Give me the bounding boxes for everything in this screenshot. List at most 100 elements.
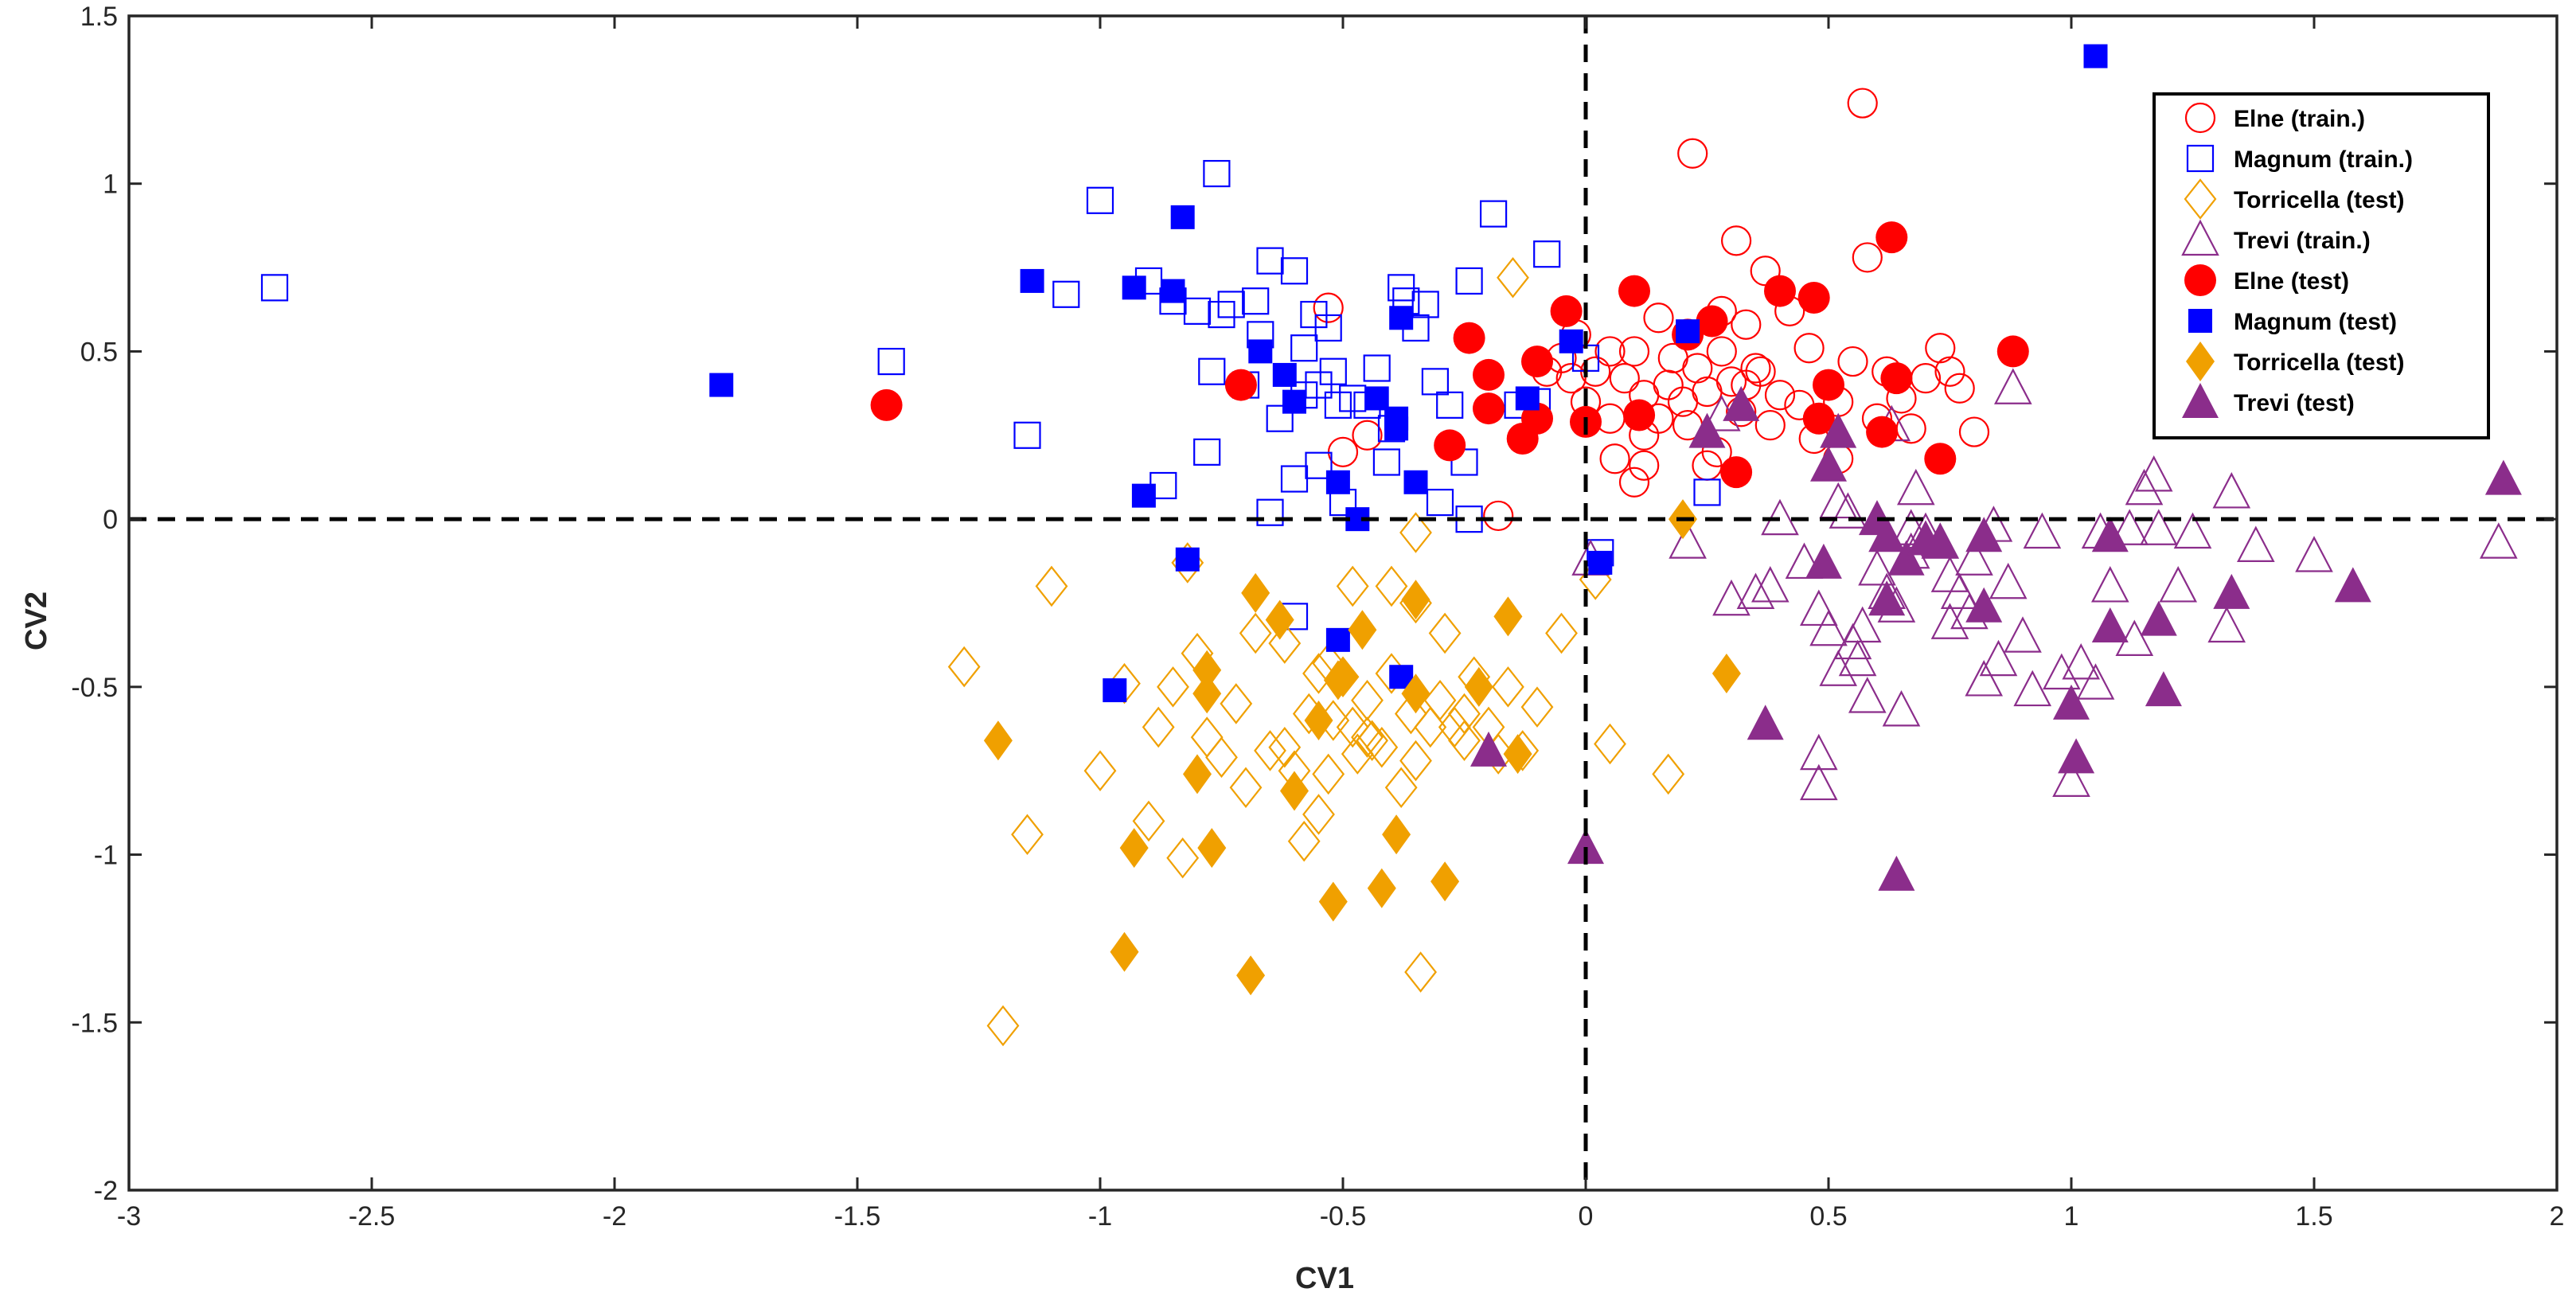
series-3: [1571, 368, 2518, 801]
point-s1-40: [1426, 488, 1454, 517]
point-s0-58: [1594, 336, 1626, 367]
legend-marker-1: [2186, 144, 2215, 173]
point-s7-11: [1878, 855, 1915, 891]
point-s3-57: [1891, 509, 1930, 545]
point-s7-2: [1688, 412, 1726, 448]
point-s2-44: [1491, 666, 1524, 708]
y-tick-label: -1.5: [71, 1008, 118, 1038]
point-s2-46: [1520, 686, 1554, 728]
point-s2-55: [1351, 716, 1384, 758]
point-s2-32: [1384, 767, 1418, 809]
legend-entry-0: Elne (train.): [2184, 102, 2365, 134]
point-s0-37: [1793, 333, 1825, 364]
x-tick-label: 1.5: [2295, 1201, 2332, 1232]
point-s3-31: [1979, 639, 2018, 677]
point-s7-3: [1723, 385, 1760, 421]
point-s0-2: [1352, 420, 1383, 451]
x-tick-label: 1: [2064, 1201, 2079, 1232]
series-6: [983, 499, 1741, 996]
point-s0-48: [1925, 333, 1956, 364]
point-s3-42: [2090, 566, 2129, 603]
point-s1-12: [1208, 300, 1235, 329]
point-s1-39: [1421, 368, 1450, 396]
point-s3-54: [2479, 522, 2518, 559]
legend-entry-4: Elne (test): [2184, 264, 2349, 296]
point-s0-41: [1847, 88, 1878, 119]
point-s3-43: [2110, 509, 2149, 545]
point-s4-23: [1924, 443, 1957, 475]
point-s3-9: [1809, 609, 1848, 646]
point-s0-51: [1958, 416, 1990, 447]
point-s3-14: [1843, 606, 1882, 643]
point-s1-45: [1479, 200, 1508, 228]
point-s2-14: [1220, 683, 1253, 724]
point-s7-25: [2484, 459, 2522, 495]
point-s0-21: [1677, 138, 1708, 169]
point-s2-13: [1205, 736, 1238, 779]
point-s3-5: [1785, 542, 1824, 580]
point-s5-10: [1282, 389, 1306, 414]
point-s2-8: [1157, 666, 1189, 708]
point-s1-43: [1455, 267, 1483, 295]
point-s2-5: [1108, 662, 1141, 705]
y-tick-label: 1.5: [80, 2, 118, 32]
point-s5-19: [1403, 470, 1428, 494]
point-s2-34: [1399, 740, 1432, 782]
point-s7-9: [1868, 517, 1906, 552]
point-s4-16: [1764, 275, 1796, 307]
point-s5-4: [1131, 483, 1156, 508]
point-s7-19: [2091, 517, 2129, 552]
point-s5-14: [1364, 386, 1389, 411]
point-s5-11: [1325, 470, 1350, 494]
point-s1-11: [1203, 159, 1231, 188]
y-axis-label: CV2: [20, 591, 53, 650]
legend-label-5: Magnum (test): [2234, 309, 2397, 335]
point-s7-4: [1747, 705, 1784, 740]
point-s3-29: [1965, 660, 2004, 697]
point-s1-51: [1693, 478, 1721, 506]
y-tick-label: 0: [103, 505, 118, 535]
point-s0-33: [1754, 410, 1786, 441]
point-s5-20: [1515, 386, 1540, 411]
legend-entry-2: Torricella (test): [2184, 178, 2405, 220]
legend-marker-0: [2184, 102, 2216, 134]
legend-label-1: Magnum (train.): [2234, 146, 2413, 173]
point-s4-9: [1550, 295, 1583, 327]
point-s0-28: [1721, 225, 1752, 256]
y-tick-label: 1: [103, 170, 118, 200]
legend-marker-3: [2181, 219, 2219, 256]
point-s5-0: [709, 373, 734, 397]
point-s2-26: [1336, 706, 1369, 748]
point-s3-34: [2004, 616, 2042, 653]
point-s3-3: [1736, 572, 1775, 609]
point-s4-2: [1434, 429, 1466, 462]
point-s3-4: [1751, 566, 1790, 603]
point-s3-39: [2062, 642, 2101, 680]
point-s3-47: [2139, 509, 2178, 545]
point-s4-3: [1453, 322, 1485, 354]
point-s2-9: [1166, 837, 1200, 879]
legend-label-6: Torricella (test): [2234, 349, 2405, 376]
point-s6-9: [1265, 599, 1294, 640]
point-s6-18: [1401, 580, 1430, 620]
point-s3-13: [1838, 639, 1877, 677]
legend-label-2: Torricella (test): [2234, 187, 2405, 213]
point-s3-50: [2207, 606, 2246, 643]
point-s7-16: [1965, 517, 2003, 552]
point-s2-22: [1302, 653, 1335, 694]
point-s5-8: [1248, 339, 1273, 364]
point-s1-53: [1372, 448, 1401, 476]
legend: Elne (train.) Magnum (train.) Torricella (…: [2153, 92, 2490, 439]
legend-entry-6: Torricella (test): [2186, 342, 2405, 381]
point-s2-30: [1365, 726, 1399, 768]
point-s1-20: [1280, 257, 1309, 285]
point-s7-17: [2053, 684, 2090, 720]
y-tick-label: 0.5: [80, 337, 118, 367]
point-s7-18: [2058, 738, 2095, 774]
series-1: [260, 159, 1721, 630]
point-s2-50: [1652, 753, 1685, 795]
point-s4-7: [1521, 345, 1553, 378]
point-s3-16: [1858, 548, 1896, 586]
point-s2-29: [1356, 720, 1389, 762]
point-s6-1: [1110, 931, 1139, 972]
